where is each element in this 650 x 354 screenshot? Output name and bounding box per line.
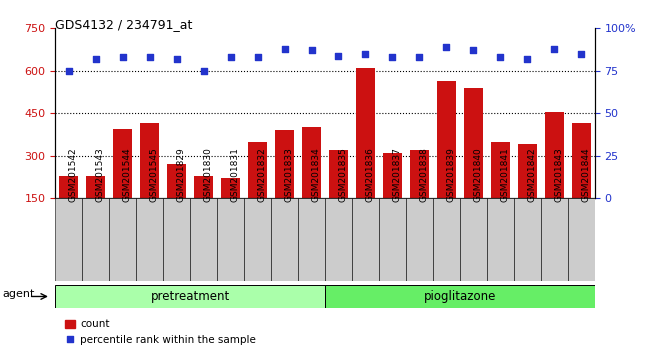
Text: GSM201839: GSM201839 [447, 148, 456, 202]
Bar [55, 198, 83, 281]
Text: GSM201840: GSM201840 [473, 148, 482, 202]
Bar [136, 198, 163, 281]
Text: GSM201542: GSM201542 [69, 148, 78, 202]
Bar [86, 176, 105, 241]
Bar [572, 123, 591, 241]
Point [360, 51, 370, 57]
Bar [140, 123, 159, 241]
Text: GSM201833: GSM201833 [285, 148, 294, 202]
Legend: count, percentile rank within the sample: count, percentile rank within the sample [60, 315, 260, 349]
Point [495, 55, 506, 60]
Text: GSM201836: GSM201836 [365, 148, 374, 202]
Point [306, 47, 317, 53]
Bar [109, 198, 136, 281]
Bar [410, 150, 429, 241]
Text: GSM201843: GSM201843 [554, 148, 564, 202]
Bar [190, 198, 217, 281]
Bar [460, 198, 487, 281]
Bar [464, 88, 483, 241]
Bar [298, 198, 325, 281]
Bar [568, 198, 595, 281]
Text: GSM201830: GSM201830 [203, 148, 213, 202]
Bar [356, 68, 375, 241]
Bar [221, 178, 240, 241]
Point [90, 56, 101, 62]
Point [252, 55, 263, 60]
Bar [271, 198, 298, 281]
Point [172, 56, 182, 62]
Text: GSM201543: GSM201543 [96, 148, 105, 202]
Text: GSM201834: GSM201834 [311, 148, 320, 202]
Bar [167, 164, 186, 241]
Text: GSM201835: GSM201835 [339, 148, 348, 202]
Point [522, 56, 532, 62]
Point [576, 51, 586, 57]
Point [64, 68, 74, 74]
Point [549, 46, 560, 52]
Bar [325, 198, 352, 281]
Text: GSM201842: GSM201842 [527, 148, 536, 202]
Bar [487, 198, 514, 281]
Bar [82, 198, 109, 281]
Point [198, 68, 209, 74]
Point [226, 55, 236, 60]
Bar [491, 142, 510, 241]
Bar [541, 198, 568, 281]
Bar [383, 153, 402, 241]
Bar [329, 150, 348, 241]
Text: GSM201844: GSM201844 [581, 148, 590, 202]
Bar [302, 127, 321, 241]
Text: GDS4132 / 234791_at: GDS4132 / 234791_at [55, 18, 192, 31]
Bar [437, 81, 456, 241]
Point [441, 44, 452, 50]
Bar [244, 198, 271, 281]
Bar [248, 142, 267, 241]
Bar [379, 198, 406, 281]
Bar [59, 176, 78, 241]
Bar [55, 285, 325, 308]
Bar [275, 130, 294, 241]
Text: pioglitazone: pioglitazone [424, 290, 496, 303]
Point [387, 55, 398, 60]
Point [280, 46, 290, 52]
Point [468, 47, 478, 53]
Text: GSM201831: GSM201831 [231, 148, 240, 202]
Bar [352, 198, 379, 281]
Bar [545, 112, 564, 241]
Text: GSM201837: GSM201837 [393, 148, 402, 202]
Text: GSM201832: GSM201832 [257, 148, 266, 202]
Text: GSM201544: GSM201544 [123, 148, 132, 202]
Bar [433, 198, 460, 281]
Text: GSM201838: GSM201838 [419, 148, 428, 202]
Bar [406, 198, 433, 281]
Bar [325, 285, 595, 308]
Text: GSM201841: GSM201841 [500, 148, 510, 202]
Point [144, 55, 155, 60]
Point [118, 55, 128, 60]
Text: GSM201829: GSM201829 [177, 148, 186, 202]
Bar [113, 129, 132, 241]
Bar [514, 198, 541, 281]
Text: agent: agent [3, 289, 35, 299]
Text: GSM201545: GSM201545 [150, 148, 159, 202]
Point [333, 53, 344, 58]
Bar [518, 144, 537, 241]
Bar [194, 176, 213, 241]
Bar [163, 198, 190, 281]
Point [414, 55, 424, 60]
Text: pretreatment: pretreatment [151, 290, 229, 303]
Bar [217, 198, 244, 281]
